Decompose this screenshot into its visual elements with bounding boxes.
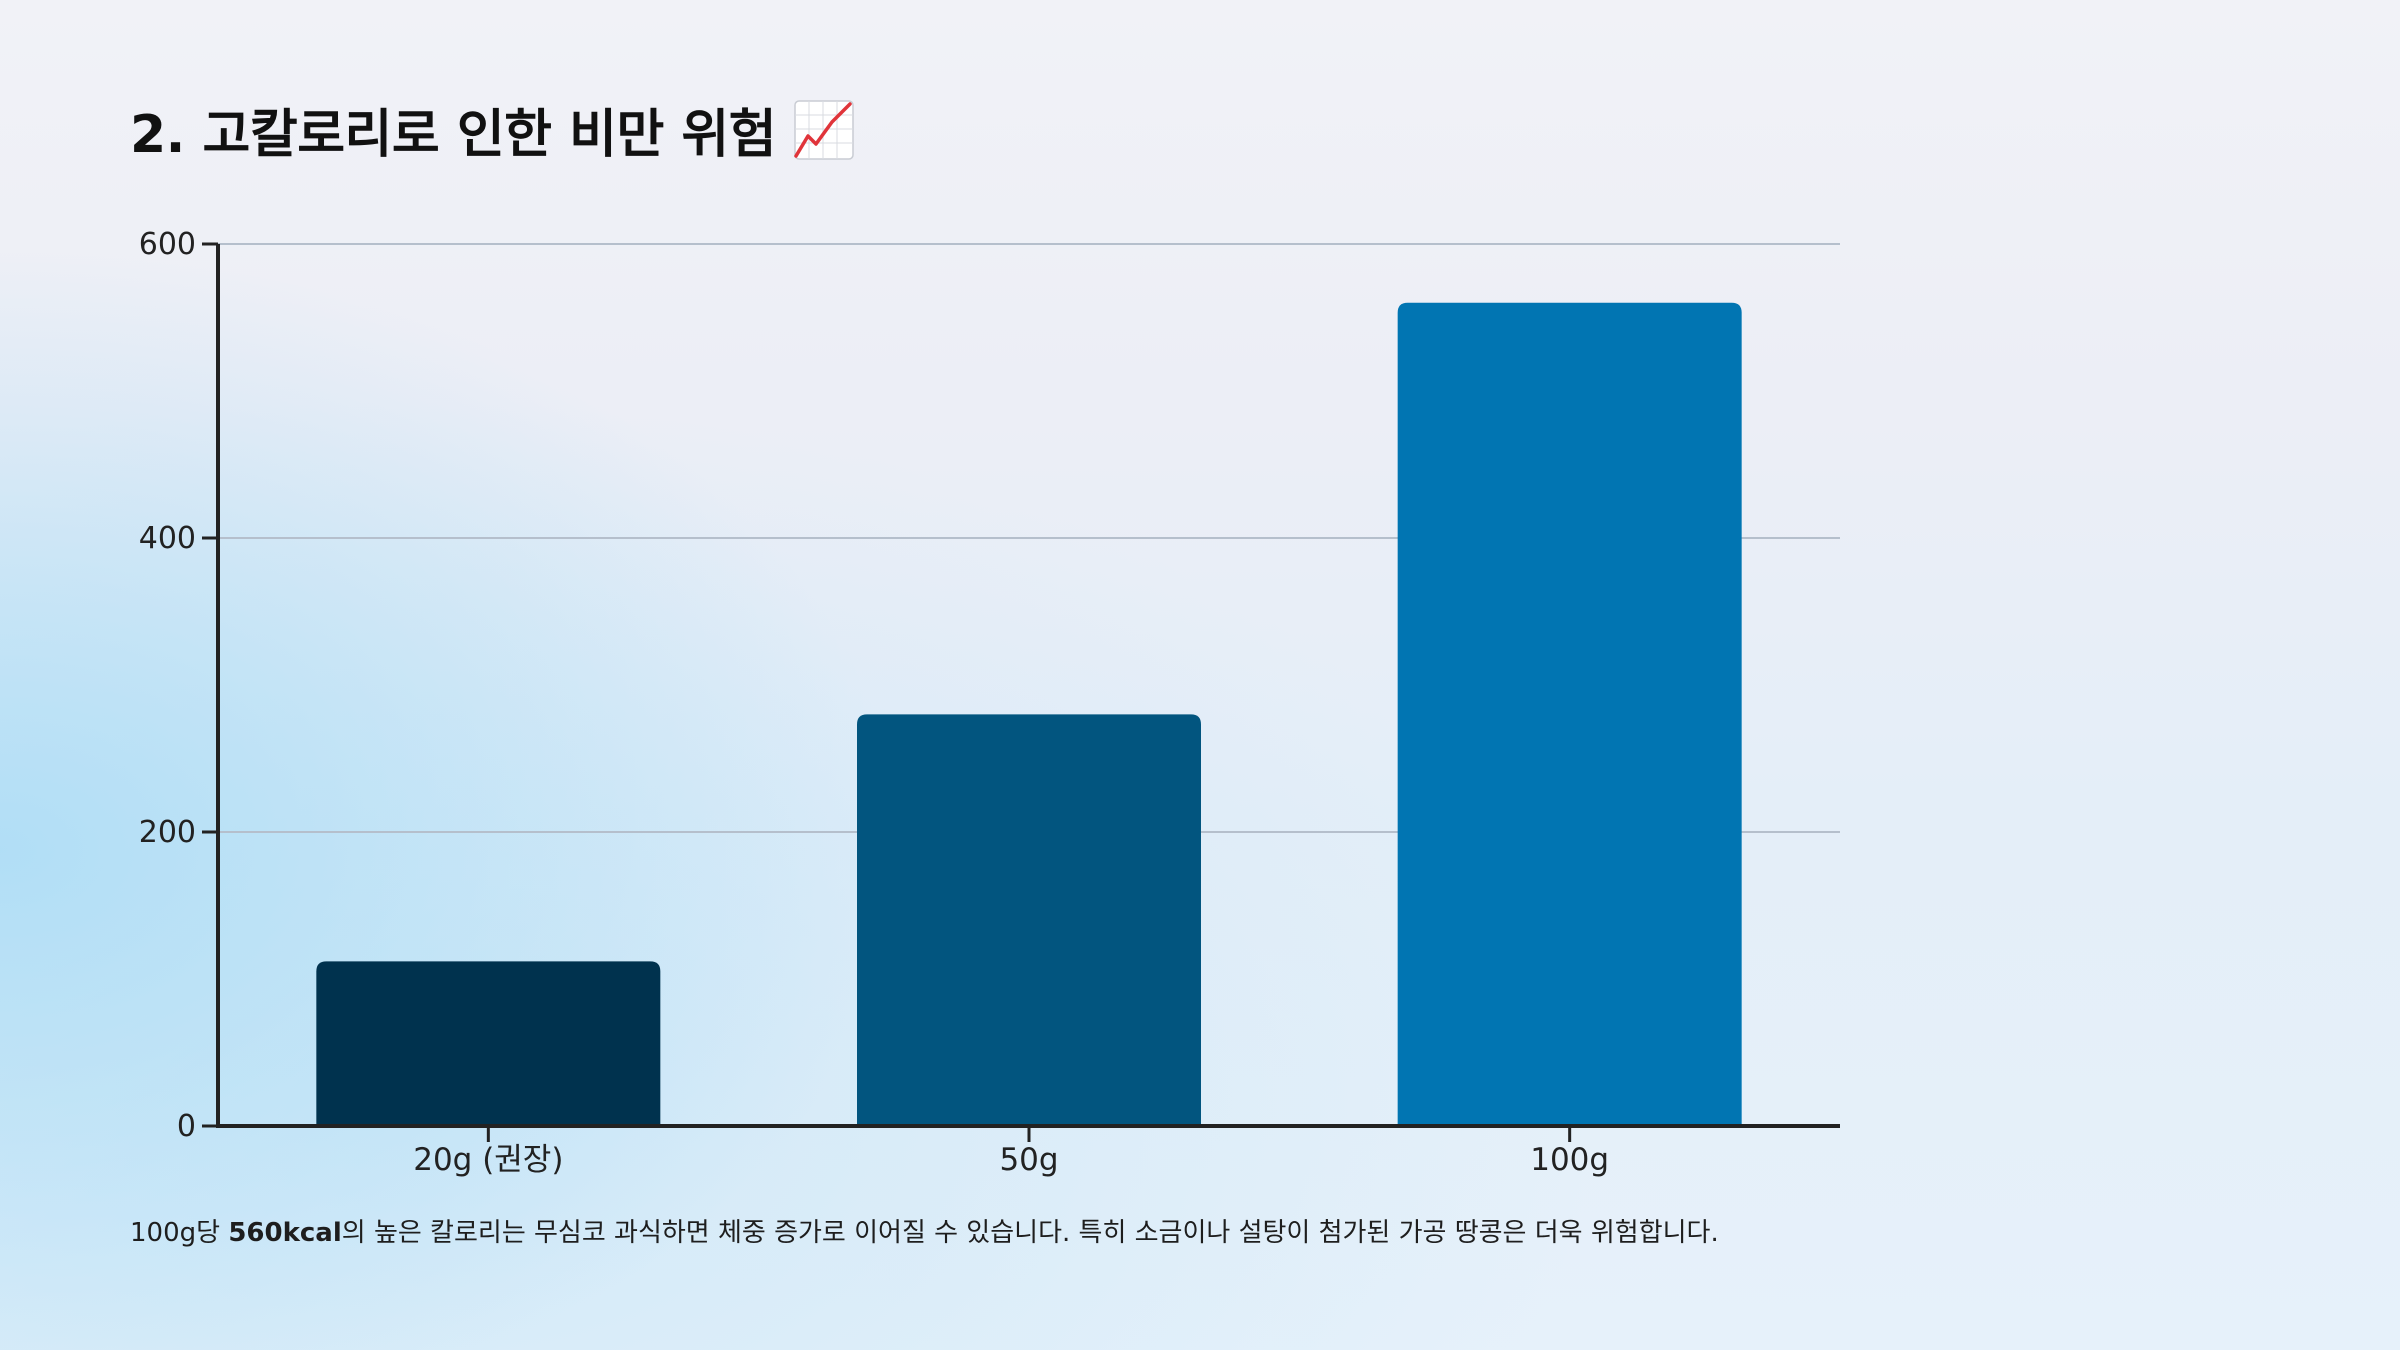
x-tick-label: 100g xyxy=(1530,1142,1609,1178)
x-tick-label: 50g xyxy=(999,1142,1058,1178)
caption-suffix: 의 높은 칼로리는 무심코 과식하면 체중 증가로 이어질 수 있습니다. 특히… xyxy=(341,1218,1719,1248)
bar xyxy=(857,714,1201,1126)
y-tick-label: 200 xyxy=(139,815,196,850)
x-tick-label: 20g (권장) xyxy=(413,1142,563,1178)
bar xyxy=(1397,302,1742,1126)
y-tick-label: 600 xyxy=(139,227,196,262)
y-tick-label: 400 xyxy=(139,521,196,556)
chart-caption: 100g당 560kcal의 높은 칼로리는 무심코 과식하면 체중 증가로 이… xyxy=(130,1212,1719,1249)
caption-highlight: 560kcal xyxy=(228,1218,342,1248)
bar xyxy=(316,961,661,1126)
y-tick-label: 0 xyxy=(177,1109,196,1144)
page-title: 2. 고칼로리로 인한 비만 위험 xyxy=(130,92,856,167)
caption-prefix: 100g당 xyxy=(130,1218,229,1248)
chart-increasing-icon xyxy=(794,99,854,160)
page-title-text: 2. 고칼로리로 인한 비만 위험 xyxy=(130,105,777,165)
